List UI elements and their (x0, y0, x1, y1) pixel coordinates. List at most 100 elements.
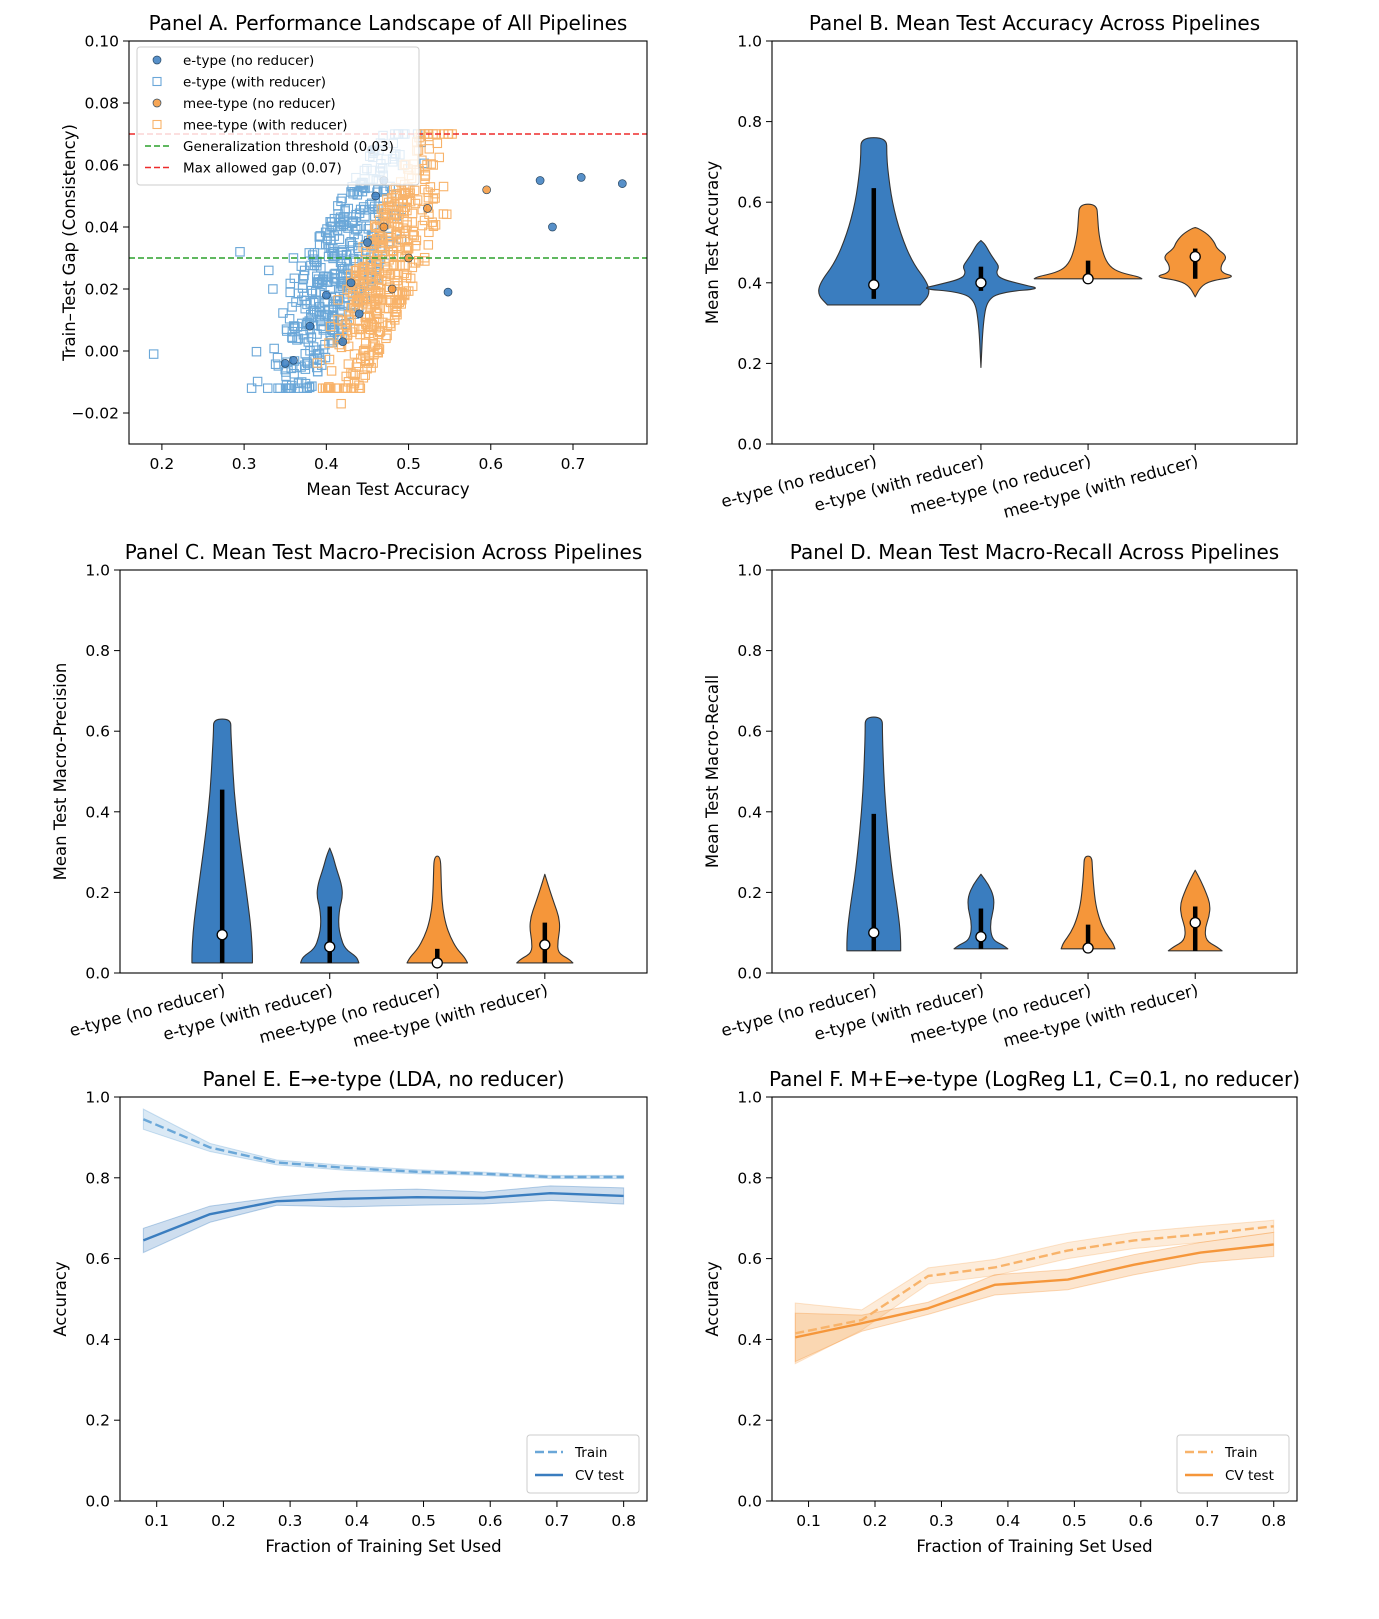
legend-label: Train (574, 1445, 607, 1461)
y-tick-label: 0.0 (737, 436, 762, 454)
scatter-point-mee-type-with-reducer- (363, 358, 374, 368)
scatter-point-e-type-with-reducer- (281, 324, 292, 334)
violin-median-dot (868, 279, 880, 291)
scatter-point-e-type-with-reducer- (284, 314, 295, 324)
scatter-point-mee-type-with-reducer- (373, 343, 384, 353)
x-tick-label: 0.8 (611, 1512, 636, 1530)
scatter-point-mee-type-with-reducer- (423, 192, 434, 203)
violin-median-dot (1189, 916, 1201, 929)
panelB-frame (771, 40, 1298, 445)
legend-label: CV test (1225, 1468, 1274, 1484)
scatter-point-e-type-with-reducer- (262, 383, 273, 393)
scatter-point-mee-type-with-reducer- (402, 220, 412, 230)
y-tick-label: 0.0 (85, 1493, 110, 1511)
scatter-point-e-type-with-reducer- (357, 186, 368, 197)
scatter-point-e-type-with-reducer- (316, 262, 326, 273)
legend-label: e-type (with reducer) (183, 75, 326, 91)
scatter-point-e-type-no-reducer- (280, 359, 290, 368)
scatter-point-mee-type-with-reducer- (407, 229, 418, 240)
scatter-point-e-type-no-reducer- (548, 222, 557, 232)
scatter-point-mee-type-with-reducer- (407, 281, 418, 292)
y-tick-label: 1.0 (85, 562, 110, 580)
scatter-point-e-type-no-reducer- (321, 290, 331, 300)
x-tick-label: 0.6 (1129, 1512, 1154, 1530)
scatter-point-e-type-with-reducer- (286, 363, 296, 374)
violin-median-dot (975, 277, 987, 289)
scatter-point-mee-type-with-reducer- (362, 312, 372, 322)
scatter-point-mee-type-with-reducer- (392, 309, 402, 320)
x-tick-label: 0.6 (478, 455, 503, 473)
scatter-point-e-type-with-reducer- (309, 254, 319, 264)
scatter-point-mee-type-with-reducer- (398, 198, 409, 209)
violin-median-dot (216, 929, 228, 941)
scatter-point-mee-type-with-reducer- (374, 344, 385, 354)
x-tick-label: 0.7 (1195, 1512, 1220, 1530)
violin-median-dot (975, 931, 987, 943)
y-tick-label: 0.8 (737, 113, 762, 131)
scatter-point-e-type-with-reducer- (349, 255, 359, 266)
x-tick-label: 0.1 (796, 1512, 821, 1530)
y-tick-label: 0.08 (84, 95, 119, 113)
scatter-point-e-type-no-reducer- (617, 179, 627, 188)
y-tick-label: 0.6 (85, 723, 110, 741)
scatter-point-e-type-with-reducer- (347, 218, 358, 229)
violin-median-dot (324, 941, 336, 953)
scatter-point-e-type-with-reducer- (326, 222, 336, 232)
scatter-point-mee-type-with-reducer- (324, 354, 335, 365)
scatter-point-e-type-with-reducer- (281, 380, 292, 390)
scatter-point-e-type-with-reducer- (235, 247, 245, 257)
scatter-point-mee-type-with-reducer- (347, 290, 358, 301)
confidence-band (794, 1231, 1275, 1363)
panel-title: Panel B. Mean Test Accuracy Across Pipel… (809, 11, 1260, 35)
x-tick-label: 0.2 (150, 455, 175, 473)
y-tick-label: 0.4 (737, 803, 762, 821)
y-tick-label: 0.6 (737, 1250, 762, 1268)
scatter-point-e-type-with-reducer- (314, 306, 324, 317)
scatter-point-mee-type-with-reducer- (428, 194, 438, 204)
scatter-point-e-type-with-reducer- (311, 345, 322, 355)
scatter-point-mee-type-with-reducer- (402, 270, 412, 281)
legend-label: Train (1224, 1445, 1257, 1461)
scatter-point-mee-type-with-reducer- (420, 174, 430, 184)
x-axis-label: Fraction of Training Set Used (265, 1537, 501, 1556)
legend-label: CV test (575, 1468, 624, 1484)
scatter-point-mee-type-with-reducer- (380, 271, 391, 282)
scatter-point-e-type-with-reducer- (315, 355, 325, 366)
panel-title: Panel D. Mean Test Macro-Recall Across P… (790, 540, 1279, 564)
violin-median-dot (539, 939, 551, 951)
scatter-point-e-type-with-reducer- (339, 212, 349, 222)
scatter-point-mee-type-with-reducer- (354, 383, 364, 393)
scatter-point-mee-type-with-reducer- (382, 265, 393, 275)
scatter-point-mee-type-with-reducer- (380, 211, 391, 222)
panelD-frame (771, 569, 1298, 974)
scatter-point-e-type-with-reducer- (268, 284, 278, 294)
scatter-point-e-type-with-reducer- (348, 216, 359, 226)
scatter-point-mee-type-with-reducer- (370, 220, 380, 231)
scatter-point-mee-type-with-reducer- (425, 182, 436, 192)
scatter-point-mee-type-with-reducer- (377, 246, 388, 257)
scatter-point-e-type-no-reducer- (535, 176, 545, 185)
scatter-point-mee-type-with-reducer- (351, 362, 362, 372)
scatter-point-mee-type-with-reducer- (390, 315, 400, 325)
scatter-point-e-type-with-reducer- (278, 308, 288, 318)
y-tick-label: −0.02 (72, 405, 120, 423)
scatter-point-mee-type-with-reducer- (372, 234, 383, 244)
series-line-train (142, 1118, 624, 1179)
scatter-point-e-type-with-reducer- (299, 270, 309, 281)
y-tick-label: 0.4 (737, 1331, 762, 1349)
y-tick-label: 0.8 (737, 642, 762, 660)
x-tick-label: 0.5 (1062, 1512, 1087, 1530)
legend-label: e-type (no reducer) (183, 53, 314, 69)
y-axis-label: Mean Test Macro-Recall (703, 675, 722, 868)
y-tick-label: 0.6 (737, 723, 762, 741)
scatter-point-mee-type-with-reducer- (424, 144, 435, 154)
scatter-point-e-type-with-reducer- (337, 193, 347, 204)
y-axis-label: Mean Test Macro-Precision (51, 663, 70, 881)
x-tick-label: 0.4 (344, 1512, 369, 1530)
y-axis-label: Train–Test Gap (Consistency) (60, 124, 79, 362)
violin-body (516, 873, 574, 964)
confidence-band (142, 1185, 625, 1254)
scatter-point-mee-type-with-reducer- (393, 202, 404, 212)
scatter-point-mee-type-with-reducer- (349, 349, 360, 359)
scatter-point-mee-type-with-reducer- (350, 369, 361, 379)
